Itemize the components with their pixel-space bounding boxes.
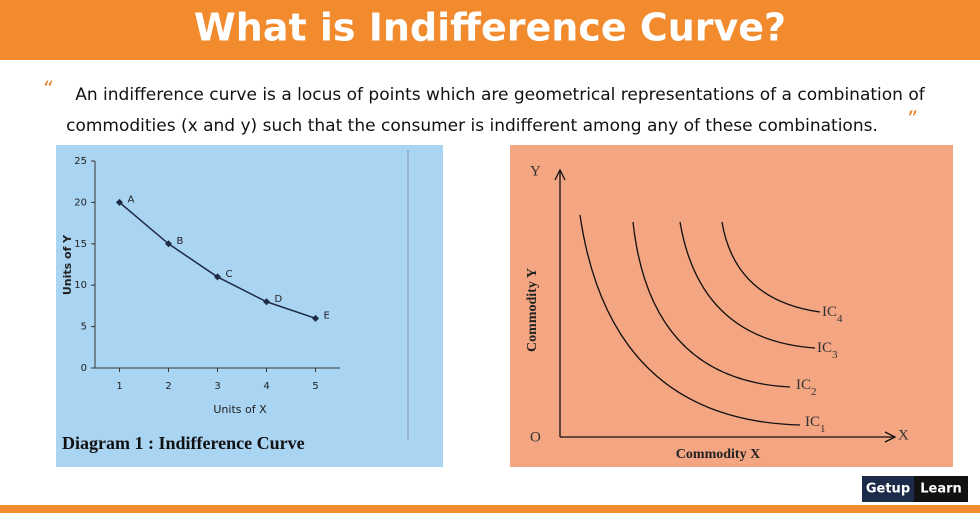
diagram-panel	[510, 145, 953, 467]
curve-sub: 1	[820, 423, 826, 435]
header-bar	[0, 0, 980, 60]
footer-bar	[0, 505, 980, 513]
x-tick-label: 4	[263, 381, 269, 392]
x-axis-label: Units of X	[213, 403, 267, 416]
y-arrow	[554, 168, 566, 181]
curve-sub: 3	[832, 349, 838, 361]
y-axis-name: Y	[530, 163, 541, 179]
point	[263, 298, 270, 306]
y-tick-label: 0	[81, 363, 87, 374]
origin: O	[530, 429, 541, 445]
diagram-ylabel: Commodity Y	[525, 268, 540, 352]
curve-name: IC	[822, 304, 837, 320]
x-tick-label: 2	[165, 381, 171, 392]
brand-right: Learn	[920, 482, 962, 497]
curve-ic3	[679, 221, 816, 349]
x-tick-label: 1	[116, 381, 122, 392]
brand-left: Getup	[866, 482, 910, 497]
diagram-axes	[554, 168, 897, 443]
curve-ic2	[632, 221, 791, 388]
y-tick-label: 25	[74, 156, 87, 167]
y-tick-label: 5	[81, 322, 87, 333]
brand-right-bg	[914, 476, 968, 502]
title: What is Indifference Curve?	[194, 6, 786, 50]
curve-ic4	[721, 221, 821, 313]
x-axis-name: X	[898, 427, 909, 443]
curve-name: IC	[796, 377, 811, 393]
y-axis-label: Units of Y	[61, 234, 74, 295]
point	[116, 198, 123, 206]
curve-label: IC2	[796, 377, 817, 397]
quote-line: commodities (x and y) such that the cons…	[66, 116, 878, 136]
point	[165, 240, 172, 248]
brand-left-bg	[862, 476, 914, 502]
open-quote: “	[42, 77, 53, 101]
y-tick-label: 20	[74, 197, 87, 208]
quote-line: An indifference curve is a locus of poin…	[75, 85, 925, 105]
point-label: E	[324, 310, 330, 321]
y-tick-label: 10	[74, 280, 87, 291]
x-tick-label: 3	[214, 381, 220, 392]
y-tick-label: 15	[74, 239, 87, 250]
point-label: D	[275, 294, 283, 305]
point-label: A	[128, 194, 135, 205]
chart-panel	[56, 145, 443, 467]
diagram-xlabel: Commodity X	[676, 447, 760, 462]
curve-name: IC	[805, 414, 820, 430]
close-quote: ”	[906, 107, 917, 131]
curve-label: IC4	[822, 304, 843, 324]
point	[312, 314, 319, 322]
curve-ic1	[579, 214, 801, 426]
point	[214, 273, 221, 281]
point-label: C	[226, 269, 233, 280]
curve-label: IC3	[817, 340, 838, 360]
caption: Diagram 1 : Indifference Curve	[62, 433, 305, 453]
x-arrow	[884, 431, 897, 443]
curve-label: IC1	[805, 414, 826, 434]
point-label: B	[177, 236, 184, 247]
curve-name: IC	[817, 340, 832, 356]
curve-sub: 2	[811, 386, 817, 398]
x-tick-label: 5	[312, 381, 318, 392]
curves	[579, 214, 821, 426]
curve-sub: 4	[837, 313, 843, 325]
